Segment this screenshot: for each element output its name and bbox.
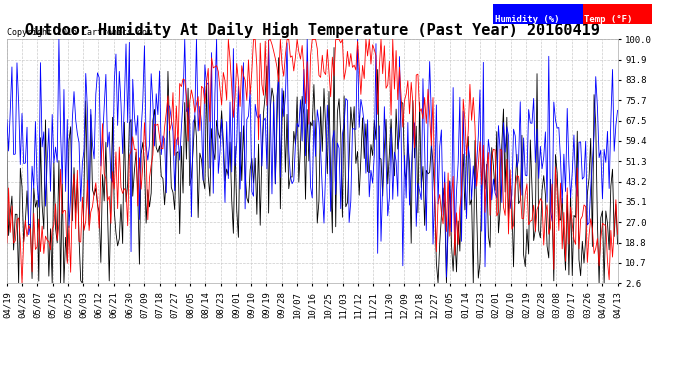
Text: Temp (°F): Temp (°F) bbox=[584, 15, 633, 24]
Text: Humidity (%): Humidity (%) bbox=[495, 15, 559, 24]
Text: Copyright 2016 Cartronics.com: Copyright 2016 Cartronics.com bbox=[7, 28, 152, 37]
Title: Outdoor Humidity At Daily High Temperature (Past Year) 20160419: Outdoor Humidity At Daily High Temperatu… bbox=[25, 22, 600, 38]
